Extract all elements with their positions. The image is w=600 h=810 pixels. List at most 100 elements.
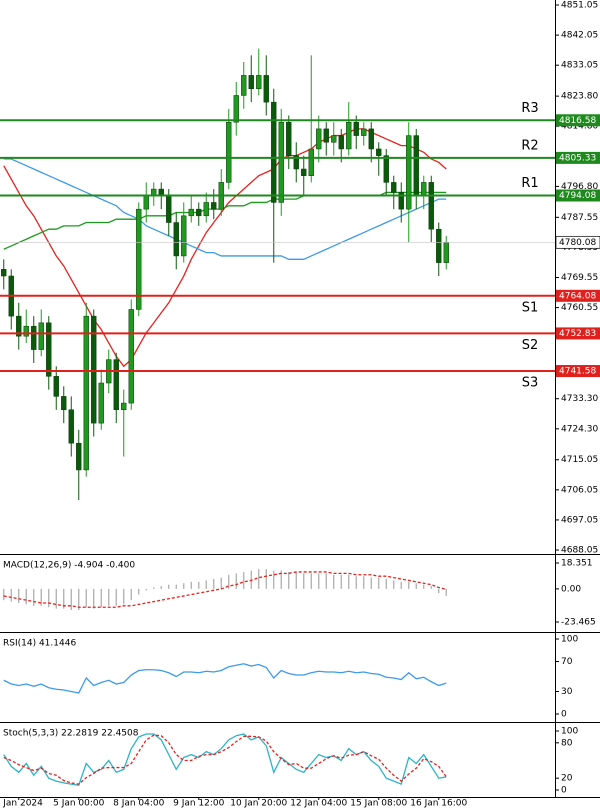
candle-body	[383, 155, 389, 183]
y-tick-label: 30	[561, 687, 573, 697]
last-price-label: 4780.08	[559, 238, 596, 248]
time-label: 8 Jan 04:00	[113, 799, 165, 809]
y-tick-label: 4688.05	[561, 546, 598, 556]
pivot-box	[556, 327, 600, 340]
y-tick-label: 4697.05	[561, 515, 598, 525]
pivot-value: 4752.83	[559, 329, 596, 339]
candle-body	[98, 382, 104, 424]
y-tick-label: 4851.05	[561, 1, 598, 11]
y-tick-label: 70	[561, 657, 573, 667]
candle-body	[1, 269, 7, 277]
candle-body	[233, 95, 239, 123]
candle-body	[91, 315, 97, 424]
candle-body	[263, 75, 269, 103]
candle-body	[211, 202, 217, 210]
candle-body	[181, 215, 187, 257]
candle-body	[406, 135, 412, 210]
y-tick-label: 4796.80	[561, 182, 598, 192]
pivot-box	[556, 114, 600, 127]
candle-body	[46, 322, 52, 377]
candle-body	[391, 182, 397, 193]
time-label: 5 Jan 00:00	[53, 799, 105, 809]
candle-body	[428, 182, 434, 230]
indicator-title: MACD(12,26,9) -4.904 -0.400	[3, 561, 135, 571]
indicator-line	[3, 734, 447, 785]
pivot-value: 4794.08	[559, 191, 596, 201]
candle-body	[76, 442, 82, 471]
candle-body	[271, 101, 277, 203]
time-label: 3 Jan 2024	[0, 799, 43, 809]
candle-body	[323, 128, 329, 143]
candle-body	[256, 75, 262, 90]
candle-body	[338, 135, 344, 150]
y-tick-label: 4724.30	[561, 424, 598, 434]
y-tick-label: 20	[561, 774, 573, 784]
candle-body	[113, 359, 119, 411]
candle-body	[61, 396, 67, 411]
candle-body	[226, 121, 232, 183]
candle-body	[316, 128, 322, 150]
candle-body	[128, 309, 134, 404]
candle-body	[196, 208, 202, 217]
candle-body	[166, 195, 172, 223]
y-tick-label: 4769.55	[561, 273, 598, 283]
candle-body	[443, 242, 449, 263]
pivot-value: 4764.08	[559, 291, 596, 301]
candle-body	[368, 128, 374, 150]
candle-body	[413, 135, 419, 197]
time-label: 9 Jan 12:00	[173, 799, 225, 809]
candle-body	[143, 195, 149, 210]
y-tick-label: 4733.30	[561, 394, 598, 404]
candle-body	[421, 182, 427, 197]
y-tick-label: 0	[561, 785, 567, 795]
candle-body	[248, 75, 254, 90]
candle-body	[121, 402, 127, 411]
y-tick-label: 18.351	[561, 558, 593, 568]
candle-body	[346, 121, 352, 150]
y-tick-label: 4833.05	[561, 61, 598, 71]
candle-body	[241, 75, 247, 96]
time-label: 16 Jan 16:00	[410, 799, 467, 809]
y-tick-label: 0.00	[561, 584, 581, 594]
time-label: 10 Jan 20:00	[230, 799, 287, 809]
pivot-value: 4741.58	[559, 367, 596, 377]
y-tick-label: 80	[561, 738, 573, 748]
moving-average	[3, 158, 447, 260]
pivot-box	[556, 151, 600, 164]
candle-body	[136, 208, 142, 310]
candle-body	[301, 168, 307, 176]
candle-body	[38, 322, 44, 350]
pivot-value: 4816.58	[559, 116, 596, 126]
y-tick-label: 4787.55	[561, 213, 598, 223]
time-label: 15 Jan 08:00	[350, 799, 407, 809]
candle-body	[16, 315, 22, 337]
pivot-box	[556, 189, 600, 202]
pivot-name: R3	[521, 101, 538, 116]
pivot-value: 4805.33	[559, 153, 596, 163]
pivot-box	[556, 365, 600, 378]
candle-body	[293, 155, 299, 170]
pivot-name: R1	[521, 176, 538, 191]
y-tick-label: 4715.05	[561, 455, 598, 465]
indicator-title: RSI(14) 41.1446	[3, 639, 76, 649]
candle-body	[308, 148, 314, 176]
candle-body	[68, 409, 74, 444]
candle-body	[188, 208, 194, 217]
y-tick-label: 4760.55	[561, 303, 598, 313]
pivot-name: S3	[522, 376, 539, 391]
candle-body	[361, 128, 367, 136]
pivot-box	[556, 289, 600, 302]
candle-body	[286, 121, 292, 156]
indicator-line	[3, 663, 447, 694]
y-tick-label: 100	[561, 635, 578, 645]
candle-body	[53, 376, 59, 397]
last-price-box	[555, 235, 600, 249]
candle-body	[31, 325, 37, 350]
indicator-line	[3, 733, 447, 786]
candle-body	[203, 202, 209, 217]
y-tick-label: 0	[561, 710, 567, 720]
y-tick-label: 4842.05	[561, 31, 598, 41]
time-label: 12 Jan 04:00	[290, 799, 347, 809]
